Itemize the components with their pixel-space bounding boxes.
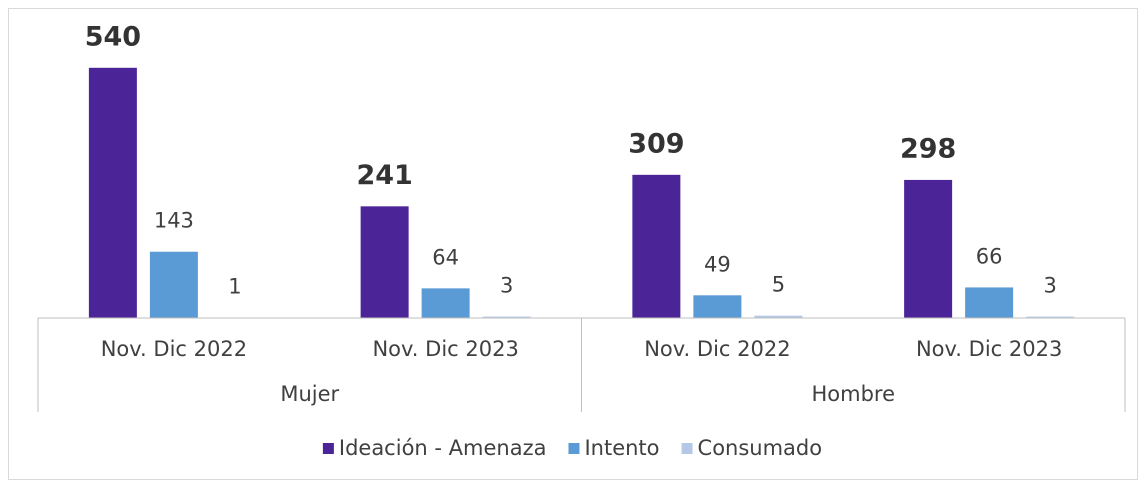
bar (904, 179, 953, 318)
legend-swatch (568, 443, 580, 454)
data-label: 49 (704, 252, 731, 276)
data-label: 241 (356, 160, 412, 191)
legend-label: Consumado (698, 436, 823, 460)
bar (360, 206, 409, 318)
legend-swatch (322, 443, 334, 454)
legend-label: Intento (584, 436, 659, 460)
x-tick-label: Nov. Dic 2023 (916, 337, 1062, 361)
data-label: 66 (976, 244, 1003, 268)
bar (88, 67, 137, 318)
x-tick-label: Nov. Dic 2022 (101, 337, 247, 361)
data-label: 64 (432, 245, 459, 269)
legend-swatch (681, 443, 693, 454)
group-label: Hombre (811, 382, 895, 406)
data-label: 143 (154, 209, 194, 233)
group-label: Mujer (280, 382, 339, 406)
legend-label: Ideación - Amenaza (339, 436, 547, 460)
x-tick-label: Nov. Dic 2023 (372, 337, 518, 361)
x-tick-label: Nov. Dic 2022 (644, 337, 790, 361)
bar (632, 174, 681, 318)
data-label: 5 (772, 273, 785, 297)
data-label: 540 (85, 21, 141, 52)
data-label: 309 (628, 128, 684, 159)
data-label: 3 (1043, 274, 1056, 298)
bar (149, 251, 198, 318)
data-label: 1 (228, 275, 241, 299)
bar (754, 315, 803, 318)
bar (965, 287, 1014, 318)
data-label: 3 (500, 274, 513, 298)
bar (482, 316, 531, 318)
data-label: 298 (900, 133, 956, 164)
bar (421, 288, 470, 318)
bar (1026, 316, 1075, 318)
bar (693, 295, 742, 318)
chart-border (8, 8, 1138, 480)
